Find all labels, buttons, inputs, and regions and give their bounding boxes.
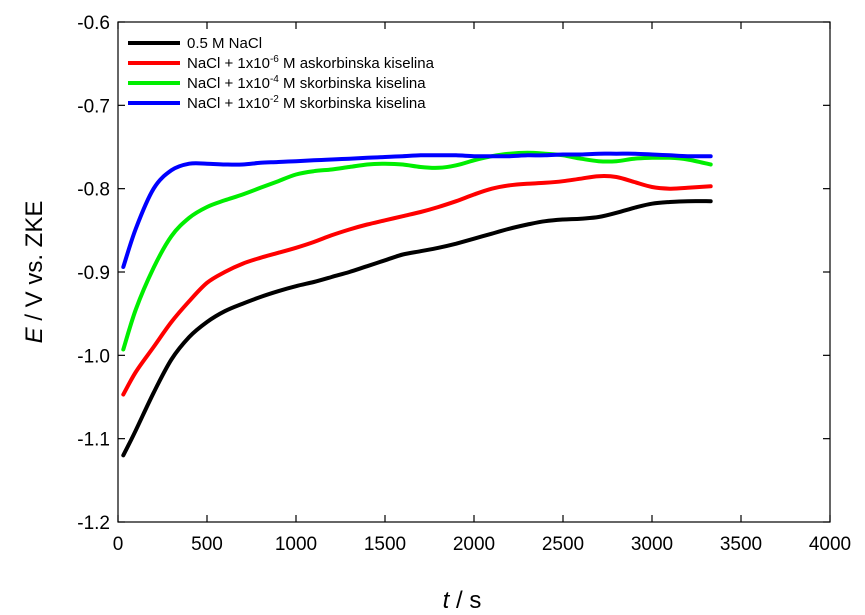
- x-axis-var: t: [443, 587, 451, 614]
- series-line-3: [121, 150, 713, 352]
- x-tick-label: 2500: [542, 534, 584, 555]
- legend-label-2: NaCl + 1x10-6 M askorbinska kiselina: [187, 54, 435, 72]
- x-tick-label: 0: [113, 534, 124, 555]
- legend-label-4: NaCl + 1x10-2 M skorbinska kiselina: [187, 94, 426, 112]
- y-axis: -1.2 -1.1 -1.0 -0.9 -0.8 -0.7 -0.6: [77, 13, 830, 534]
- legend-label-1: 0.5 M NaCl: [187, 35, 262, 52]
- x-axis-unit: / s: [449, 587, 481, 614]
- legend: 0.5 M NaCl NaCl + 1x10-6 M askorbinska ki…: [128, 35, 435, 112]
- y-tick-label: -0.9: [77, 263, 110, 284]
- legend-label-3: NaCl + 1x10-4 M skorbinska kiselina: [187, 74, 426, 92]
- y-tick-label: -1.0: [77, 346, 110, 367]
- y-axis-title: E / V vs. ZKE: [21, 201, 48, 344]
- series-line-1: [121, 199, 713, 458]
- y-tick-label: -0.7: [77, 96, 110, 117]
- y-axis-unit: / V vs. ZKE: [21, 201, 48, 328]
- y-axis-var: E: [21, 326, 48, 343]
- y-tick-label: -1.1: [77, 430, 110, 451]
- y-tick-label: -1.2: [77, 513, 110, 534]
- x-tick-label: 1000: [275, 534, 317, 555]
- series-line-4: [121, 151, 713, 269]
- series-layer: [121, 150, 713, 458]
- x-tick-label: 2000: [453, 534, 495, 555]
- x-tick-label: 3500: [720, 534, 762, 555]
- x-tick-label: 4000: [809, 534, 851, 555]
- y-tick-label: -0.6: [77, 13, 110, 34]
- x-tick-label: 500: [191, 534, 223, 555]
- x-axis-title: t / s: [443, 587, 482, 614]
- x-tick-label: 1500: [364, 534, 406, 555]
- x-axis: 0 500 1000 1500 2000 2500 3000 3500 4000: [113, 22, 851, 555]
- y-tick-label: -0.8: [77, 180, 110, 201]
- x-tick-label: 3000: [631, 534, 673, 555]
- series-line-2: [121, 174, 713, 397]
